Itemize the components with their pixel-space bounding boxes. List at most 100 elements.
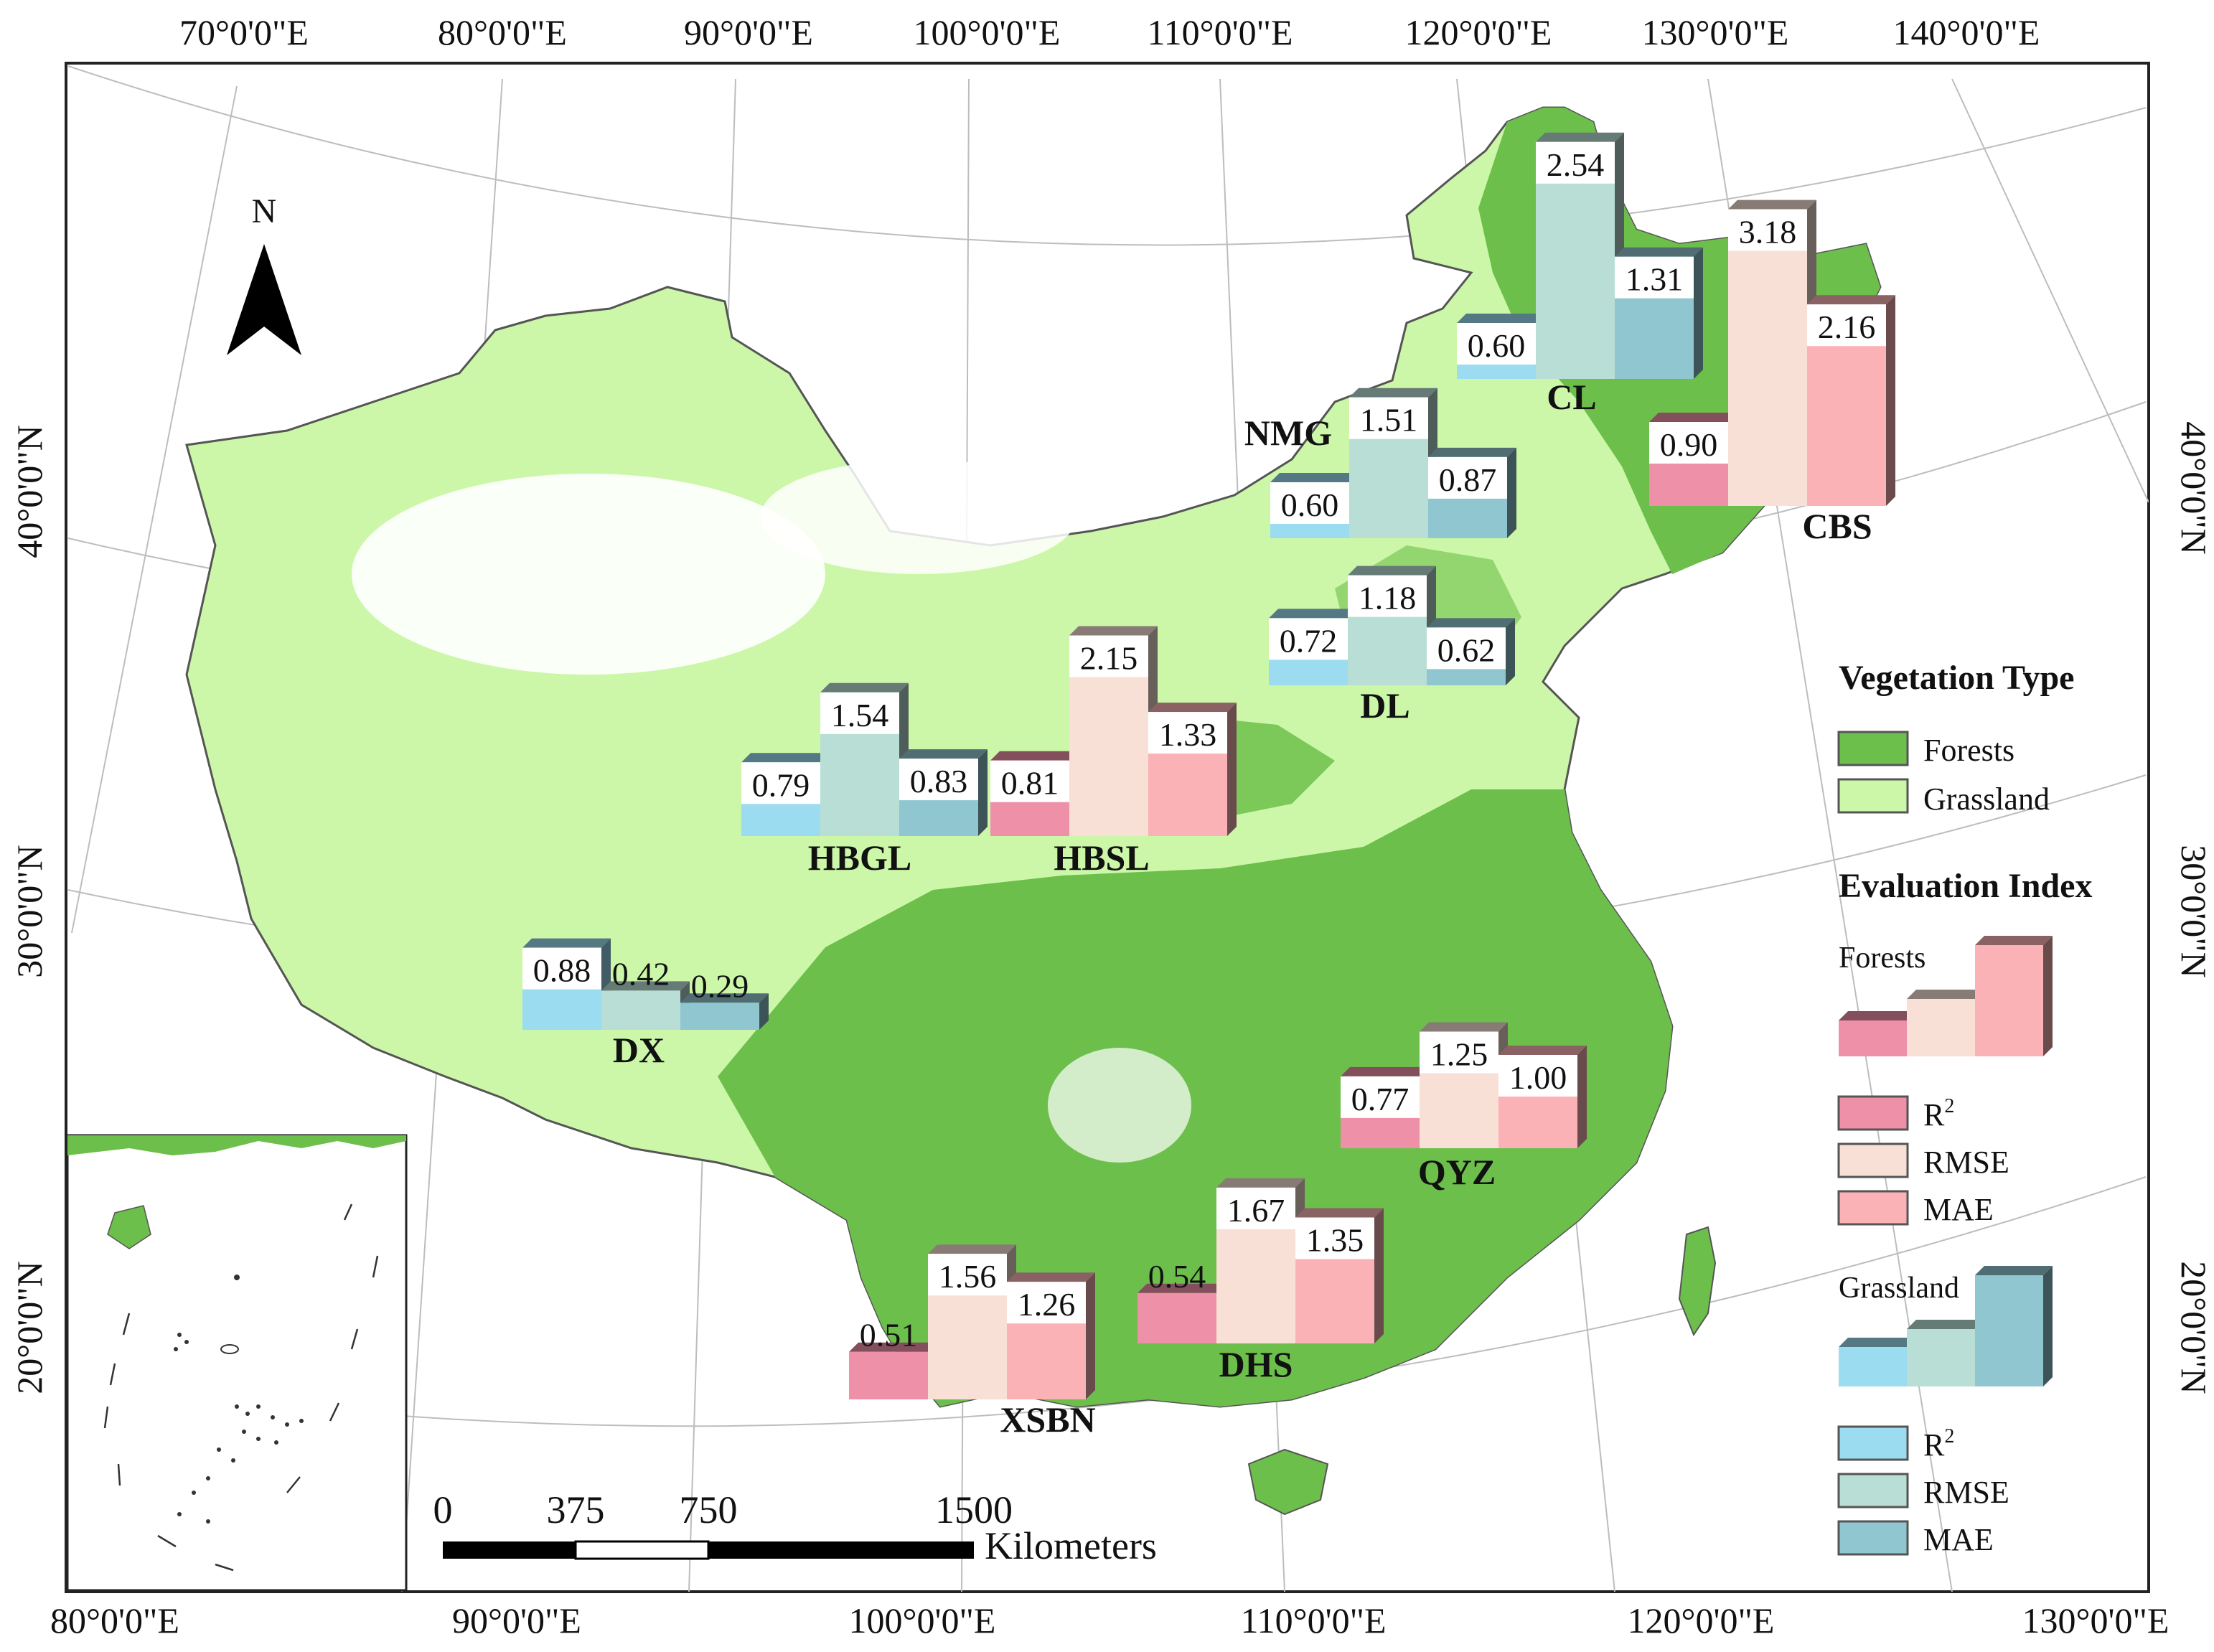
legend-vegetation-title: Vegetation Type [1839, 659, 2074, 697]
inset-frame [66, 1134, 408, 1592]
site-bar-charts: 0.60 2.54 1.31 CL 0.90 3.18 2.16 CBS 0.60 1.51 0.8… [522, 132, 1895, 1440]
legend-forest-r2-label: R2 [1923, 1095, 1954, 1132]
value-label-nmg-rmse: 1.51 [1360, 402, 1418, 438]
lon-label-top-7: 130°0'0"E [1642, 12, 1789, 52]
value-box-nmg-rmse [1349, 397, 1428, 439]
bar-cl-r2-top [1457, 314, 1545, 323]
legend-forests-bars-r2 [1839, 1011, 1916, 1056]
bar-dhs-rmse-top [1216, 1178, 1305, 1188]
value-label-hbgl-mae: 0.83 [910, 763, 968, 799]
taiwan-island [1678, 1226, 1717, 1337]
lon-label-top-8: 140°0'0"E [1893, 12, 2040, 52]
inset-hainan [107, 1205, 151, 1249]
legend-forests-bars-r2-top [1839, 1011, 1916, 1020]
south-china-sea-inset [66, 1134, 408, 1592]
legend-forests-bars-mae-top [1975, 936, 2053, 945]
bar-cl-rmse-top [1536, 132, 1624, 142]
legend-forest-r2-text: R [1923, 1097, 1945, 1132]
lon-label-top-6: 120°0'0"E [1405, 12, 1552, 52]
legend-forests-group-title: Forests [1839, 942, 1925, 975]
value-box-hbsl-r2 [990, 760, 1069, 802]
scale-bar: 0 375 750 1500 Kilometers [433, 1488, 1157, 1567]
bar-dx-rmse [601, 981, 690, 1030]
scale-tick-750: 750 [680, 1488, 738, 1531]
legend-forests-bars-mae-side [2043, 936, 2053, 1056]
lon-label-bottom-6: 130°0'0"E [2022, 1600, 2170, 1641]
legend-forests-bars [1839, 936, 2053, 1056]
legend-grassland-items: R2 RMSE MAE [1837, 1425, 2009, 1557]
value-box-cl-mae [1615, 256, 1694, 299]
bar-nmg-mae-top [1428, 447, 1516, 457]
legend-forests-items: R2 RMSE MAE [1837, 1095, 2009, 1227]
legend-forests-label: Forests [1923, 733, 2014, 768]
value-box-cl-rmse [1536, 141, 1615, 184]
legend: Vegetation Type Forests Grassland Evalua… [1837, 659, 2092, 1557]
legend-grass-r2-label: R2 [1923, 1425, 1954, 1463]
value-box-hbgl-rmse [820, 692, 899, 734]
bottom-longitude-labels: 80°0'0"E 90°0'0"E 100°0'0"E 110°0'0"E 12… [50, 1600, 2169, 1641]
hainan-island [1247, 1448, 1329, 1516]
value-box-dx-r2 [522, 947, 601, 990]
value-box-dhs-mae [1295, 1217, 1374, 1259]
site-label-cbs: CBS [1802, 506, 1872, 546]
bar-hbgl-mae-top [899, 749, 988, 759]
scale-tick-1500: 1500 [935, 1488, 1013, 1531]
legend-grass-bars-rmse-front [1907, 1329, 1975, 1386]
value-box-cbs-rmse [1728, 209, 1807, 251]
value-label-cbs-rmse: 3.18 [1739, 214, 1797, 250]
value-label-qyz-mae: 1.00 [1509, 1059, 1567, 1096]
inset-islands [174, 1275, 304, 1524]
bar-dx-mae-side [759, 993, 769, 1030]
lat-label-right-1: 40°0'0"N [2174, 421, 2214, 555]
value-box-qyz-r2 [1341, 1076, 1420, 1118]
value-box-cbs-r2 [1649, 422, 1728, 464]
top-longitude-labels: 70°0'0"E 80°0'0"E 90°0'0"E 100°0'0"E 110… [179, 12, 2040, 52]
value-label-qyz-r2: 0.77 [1351, 1081, 1409, 1117]
value-label-cbs-mae: 2.16 [1818, 309, 1876, 345]
bar-hbsl-r2-top [990, 751, 1079, 761]
lon-label-bottom-2: 90°0'0"E [452, 1600, 581, 1641]
legend-grass-r2-swatch [1837, 1425, 1909, 1461]
legend-forests-swatch [1837, 731, 1909, 766]
value-label-dx-mae: 0.29 [691, 967, 749, 1004]
bar-hbsl-rmse-top [1069, 626, 1158, 636]
value-label-dx-rmse: 0.42 [612, 955, 670, 992]
lon-label-top-5: 110°0'0"E [1147, 12, 1293, 52]
bar-nmg-rmse-top [1349, 388, 1437, 398]
bar-xsbn-r2-front [849, 1351, 928, 1399]
site-chart-cbs: 0.90 3.18 2.16 CBS [1649, 200, 1895, 546]
value-label-hbgl-rmse: 1.54 [831, 697, 889, 733]
bar-qyz-rmse-top [1420, 1022, 1508, 1032]
site-chart-cl: 0.60 2.54 1.31 CL [1457, 132, 1703, 417]
scale-segment-1 [443, 1541, 576, 1559]
legend-grass-rmse-label: RMSE [1923, 1475, 2009, 1510]
bar-dhs-r2-front [1138, 1292, 1216, 1343]
white-basin-north [761, 459, 1076, 574]
value-label-cl-mae: 1.31 [1626, 261, 1684, 298]
site-label-dx: DX [613, 1030, 665, 1070]
bar-dx-r2-top [522, 938, 611, 948]
bar-hbgl-r2-top [741, 753, 830, 763]
lon-label-top-2: 80°0'0"E [438, 12, 567, 52]
value-label-dx-r2: 0.88 [533, 952, 591, 989]
value-label-xsbn-rmse: 1.56 [939, 1258, 997, 1295]
value-box-dl-r2 [1269, 618, 1348, 660]
legend-forest-mae-swatch [1837, 1190, 1909, 1226]
bar-cbs-rmse-top [1728, 200, 1816, 210]
legend-forest-mae-label: MAE [1923, 1192, 1994, 1227]
site-label-cl: CL [1547, 377, 1596, 417]
bar-dl-r2-top [1269, 609, 1357, 619]
value-label-dhs-rmse: 1.67 [1227, 1192, 1285, 1229]
bar-hbsl-mae-side [1227, 703, 1237, 836]
legend-grass-bars-rmse [1907, 1320, 1984, 1386]
lat-label-right-3: 20°0'0"N [2174, 1261, 2214, 1394]
value-box-xsbn-mae [1007, 1282, 1086, 1324]
bar-dl-rmse-top [1348, 565, 1436, 576]
bar-dhs-mae-side [1374, 1208, 1384, 1343]
scale-segment-3 [708, 1541, 974, 1559]
value-label-xsbn-mae: 1.26 [1018, 1286, 1076, 1323]
bar-qyz-mae-top [1498, 1046, 1587, 1055]
legend-grassland-bars [1839, 1266, 2053, 1386]
site-chart-hbsl: 0.81 2.15 1.33 HBSL [990, 626, 1237, 878]
